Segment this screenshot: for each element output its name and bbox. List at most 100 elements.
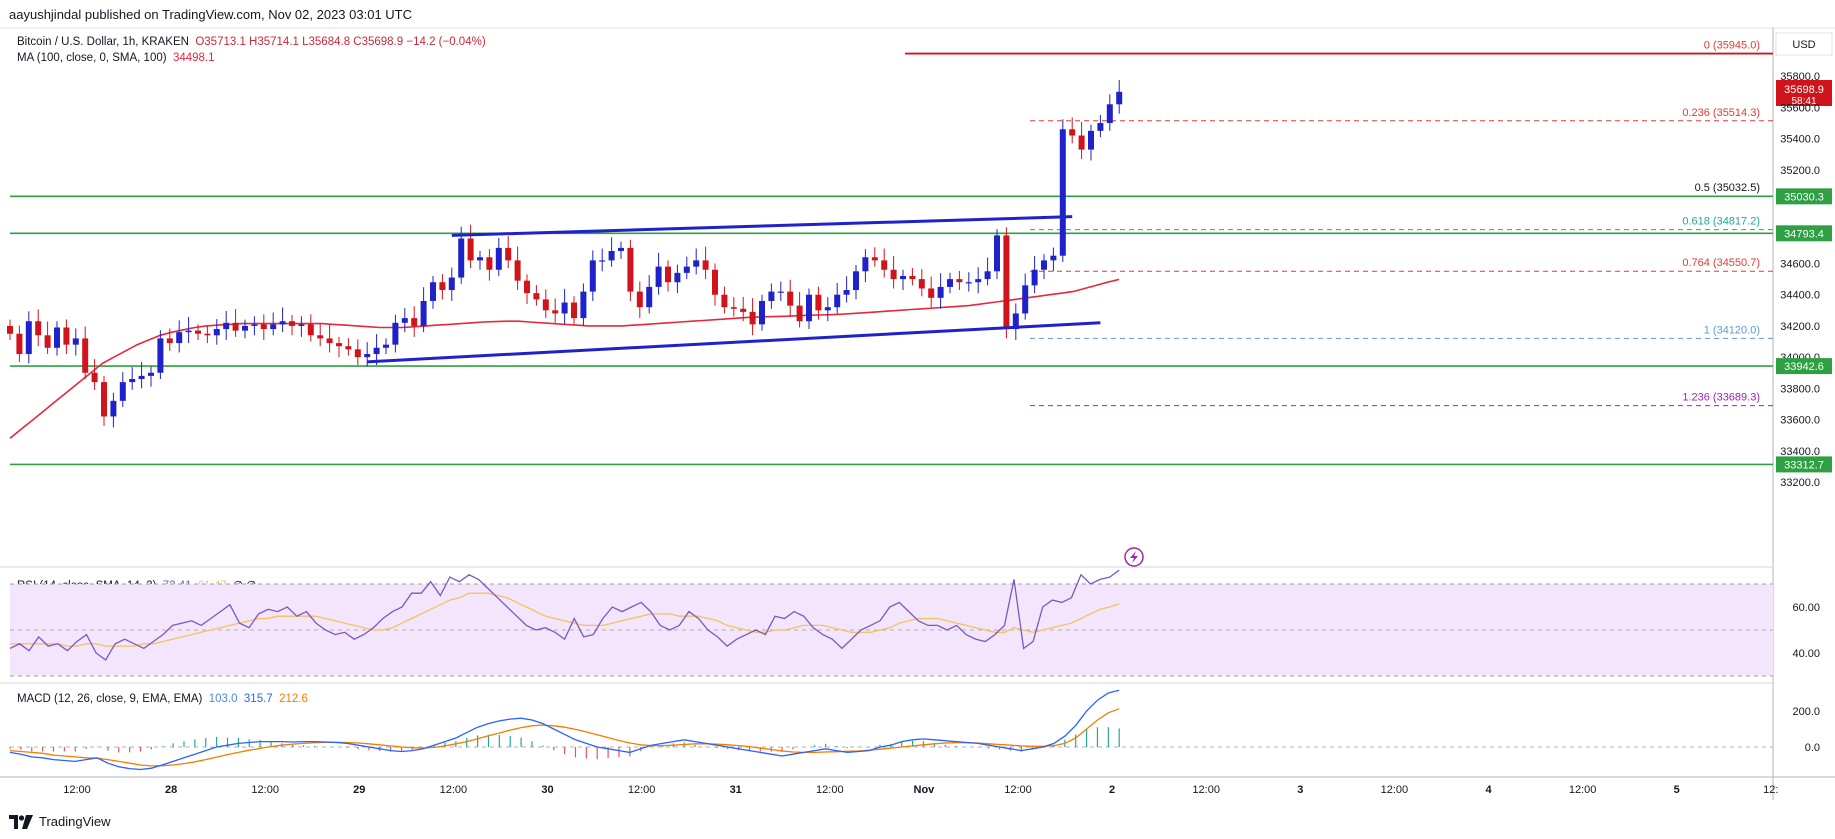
level-tag [1776,225,1832,242]
time-tick-label: 30 [541,784,553,796]
candle-body [260,324,267,330]
symbol-name: Bitcoin / U.S. Dollar, 1h, KRAKEN [17,36,189,48]
time-tick-label: 28 [165,784,177,796]
ohlc-open: O35713.1 [195,36,246,48]
candle-body [571,302,577,319]
candle-body [289,321,295,326]
fib-label-6: 1.236 (33689.3) [1682,392,1760,404]
candle-body [1088,130,1094,150]
candle-body [674,272,681,283]
price-change: −14.2 (−0.04%) [406,36,486,48]
candle-body [721,294,728,308]
candle-body [110,400,117,417]
candle-body [853,271,859,291]
last-price-value: 35698.9 [1784,84,1824,96]
candle-body [693,260,700,267]
time-tick-label: 12:00 [1192,784,1220,796]
candle-body [307,324,314,336]
price-tick-label: 34400.0 [1780,290,1820,302]
candle-body [768,291,775,301]
candle-body [298,324,305,326]
fib-label-1: 0.236 (35514.3) [1682,107,1760,119]
candle-body [25,321,32,355]
candle-body [965,282,972,284]
candle-body [439,282,446,291]
candle-body [909,275,916,280]
candle-body [1097,123,1104,131]
candle-body [505,247,512,261]
candle-body [665,266,671,283]
candle-body [975,279,982,283]
candle-body [796,305,803,322]
level-tag-label: 35030.3 [1784,191,1824,203]
ma-legend: MA (100, close, 0, SMA, 100) 34498.1 [17,52,215,64]
candle-body [580,291,587,319]
candle-body [533,293,540,300]
candle-body [336,343,342,347]
candle-body [383,344,389,348]
candle-body [937,286,944,298]
macd-legend: MACD (12, 26, close, 9, EMA, EMA) 103.0 … [17,693,308,705]
candle-body [101,382,107,417]
price-tick-label: 35600.0 [1780,102,1820,114]
candle-body [129,378,136,383]
candle-body [824,307,831,311]
level-tag [1776,188,1832,205]
ma-value: 34498.1 [172,52,215,64]
candle-body [185,330,192,333]
candle-body [430,282,436,301]
last-price-box [1776,79,1832,106]
candle-body [956,279,963,283]
time-tick-label: Nov [914,784,936,796]
lightning-icon[interactable] [1124,547,1144,567]
candle-body [1003,235,1010,330]
candle-body [900,275,906,280]
candle-body [251,324,258,326]
candle-body [354,349,361,358]
candle-body [44,335,51,348]
ohlc-low: L35684.8 [302,36,351,48]
trendline-1 [367,321,1101,364]
candle-body [213,329,220,336]
candle-body [495,247,502,270]
candle-body [232,322,239,331]
candle-body [373,347,380,355]
footer-brand[interactable]: TradingView [9,814,111,829]
currency-box[interactable] [1775,32,1833,56]
trendline-0 [451,215,1073,237]
level-tag [1776,456,1832,473]
candle-body [918,279,925,289]
candle-body [730,307,737,309]
rsi-tick-label: 60.00 [1792,602,1820,614]
candle-body [7,325,13,334]
candle-body [834,294,841,308]
time-tick-label: 12: [1763,784,1778,796]
candle-body [204,333,211,336]
candle-body [928,288,935,298]
level-tag-label: 33942.6 [1784,361,1824,373]
candle-body [1116,91,1123,105]
candle-body [627,247,634,292]
time-tick-label: 5 [1674,784,1680,796]
candle-body [589,260,596,292]
candle-body [242,325,248,331]
time-tick-label: 12:00 [816,784,844,796]
price-tick-label: 35800.0 [1780,71,1820,83]
candle-body [1106,104,1113,124]
candle-body [63,327,70,345]
macd-tick-label: 0.0 [1805,742,1820,754]
candle-body [91,372,98,383]
candle-body [740,308,747,312]
ohlc-high: H35714.1 [249,36,299,48]
candle-body [166,338,173,344]
price-tick-label: 35400.0 [1780,134,1820,146]
candle-body [806,294,812,322]
candle-body [16,333,23,355]
candle-body [618,247,624,252]
time-tick-label: 31 [730,784,742,796]
candle-body [148,372,154,376]
symbol-legend: Bitcoin / U.S. Dollar, 1h, KRAKEN O35713… [17,36,486,48]
candle-body [279,321,286,325]
fib-label-3: 0.618 (34817.2) [1682,216,1760,228]
